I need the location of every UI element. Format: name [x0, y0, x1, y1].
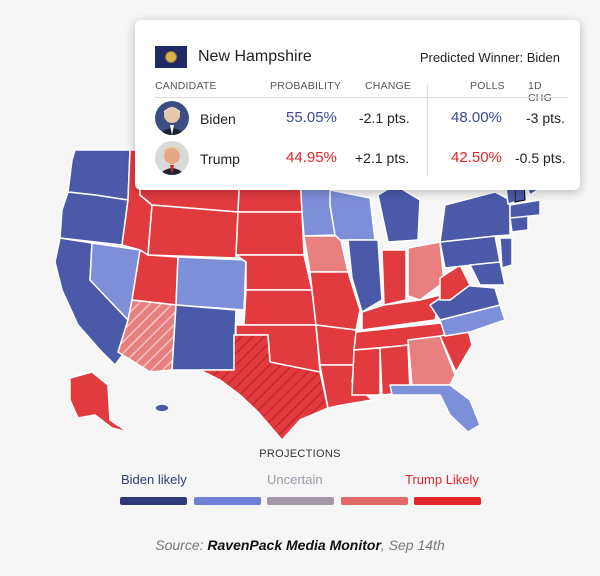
- col-change: CHANGE: [365, 80, 412, 92]
- day-change-value: -3 pts.: [526, 110, 565, 126]
- state-mississippi[interactable]: [351, 347, 381, 396]
- state-nebraska[interactable]: [235, 254, 313, 291]
- column-headers: CANDIDATE PROBABILITY CHANGE POLLS 1D CH…: [155, 80, 568, 104]
- candidate-row-biden: Biden 55.05% -2.1 pts. 48.00% -3 pts.: [155, 101, 568, 135]
- state-hawaii[interactable]: [154, 403, 170, 413]
- state-iowa[interactable]: [303, 235, 349, 273]
- state-illinois[interactable]: [347, 239, 383, 313]
- avatar: [155, 141, 189, 175]
- source-date: , Sep 14th: [380, 537, 445, 553]
- state-florida[interactable]: [389, 384, 481, 433]
- legend-title: PROJECTIONS: [259, 448, 341, 460]
- state-oregon[interactable]: [59, 191, 129, 246]
- legend-label-trump-likely: Trump Likely: [405, 472, 479, 487]
- state-texas[interactable]: [199, 334, 329, 440]
- new-hampshire-flag-icon: [155, 46, 187, 68]
- column-divider: [427, 84, 428, 176]
- probability-value: 44.95%: [286, 149, 337, 166]
- state-alaska[interactable]: [69, 371, 129, 433]
- state-wyoming[interactable]: [147, 204, 239, 259]
- candidate-row-trump: Trump 44.95% +2.1 pts. 42.50% -0.5 pts.: [155, 141, 568, 175]
- col-polls: POLLS: [470, 80, 505, 92]
- col-1d-change: 1D CHG: [528, 80, 552, 104]
- state-massachusetts[interactable]: [509, 199, 541, 219]
- state-maryland[interactable]: [469, 261, 506, 286]
- legend-label-uncertain: Uncertain: [267, 472, 323, 487]
- col-probability: PROBABILITY: [270, 80, 342, 92]
- state-kansas[interactable]: [243, 289, 317, 326]
- state-new-mexico[interactable]: [171, 304, 237, 371]
- state-name: New Hampshire: [198, 48, 312, 65]
- legend-swatch-biden-likely: [120, 497, 187, 505]
- state-arkansas[interactable]: [315, 324, 357, 366]
- state-new-jersey[interactable]: [499, 237, 513, 269]
- change-value: +2.1 pts.: [355, 150, 410, 166]
- candidate-name: Trump: [200, 151, 240, 167]
- probability-value: 55.05%: [286, 109, 337, 126]
- legend-swatch-uncertain: [267, 497, 334, 505]
- source-name: RavenPack Media Monitor: [207, 537, 381, 553]
- legend-label-biden-likely: Biden likely: [121, 472, 187, 487]
- state-south-dakota[interactable]: [235, 211, 305, 256]
- state-georgia[interactable]: [407, 335, 456, 386]
- day-change-value: -0.5 pts.: [515, 150, 566, 166]
- tooltip-header: New Hampshire Predicted Winner: Biden: [155, 46, 560, 70]
- change-value: -2.1 pts.: [359, 110, 410, 126]
- state-colorado[interactable]: [175, 256, 247, 311]
- polls-value: 48.00%: [451, 109, 502, 126]
- state-ohio[interactable]: [407, 241, 445, 301]
- candidate-name: Biden: [200, 111, 236, 127]
- source-prefix: Source:: [155, 537, 208, 553]
- col-candidate: CANDIDATE: [155, 80, 217, 92]
- state-indiana[interactable]: [381, 249, 407, 306]
- legend-swatch-trump-lean: [341, 497, 408, 505]
- legend-swatch-trump-likely: [414, 497, 481, 505]
- legend-swatch-biden-lean: [194, 497, 261, 505]
- avatar: [155, 101, 189, 135]
- polls-value: 42.50%: [451, 149, 502, 166]
- state-utah[interactable]: [131, 249, 179, 306]
- source-line: Source: RavenPack Media Monitor, Sep 14t…: [0, 537, 600, 553]
- state-michigan[interactable]: [377, 184, 421, 243]
- header-divider: [155, 97, 568, 98]
- state-tooltip: New Hampshire Predicted Winner: Biden CA…: [135, 20, 580, 190]
- predicted-winner: Predicted Winner: Biden: [419, 50, 560, 65]
- state-new-york[interactable]: [439, 191, 511, 243]
- state-missouri[interactable]: [309, 271, 361, 331]
- state-wisconsin[interactable]: [329, 189, 376, 241]
